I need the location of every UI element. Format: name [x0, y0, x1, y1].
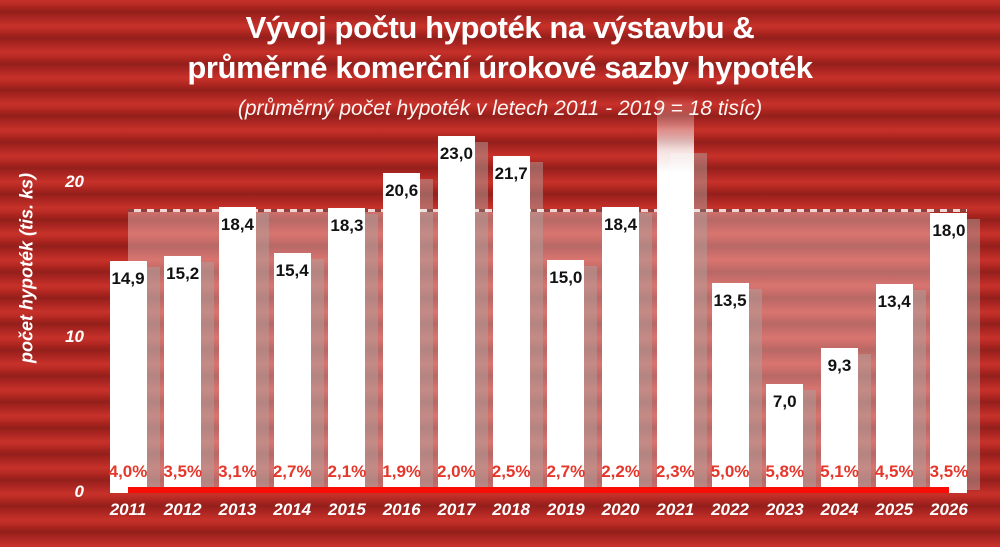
- rate-label-2023: 5,8%: [765, 462, 805, 481]
- bar-2019: [547, 259, 585, 493]
- bar-2022: [711, 282, 749, 493]
- bar-value-2025: 13,4: [877, 292, 911, 312]
- bar-value-2020: 18,4: [604, 214, 638, 234]
- bar-value-2015: 18,3: [330, 216, 364, 236]
- chart-title-line1: Vývoj počtu hypoték na výstavbu &: [245, 10, 755, 45]
- bar-value-2023: 7,0: [772, 391, 797, 411]
- bar-value-2017: 23,0: [439, 143, 473, 163]
- rate-label-2012: 3,5%: [163, 462, 203, 481]
- year-label-2017: 2017: [437, 500, 476, 519]
- year-label-2020: 2020: [601, 500, 640, 519]
- average-dashed-line: [128, 209, 967, 212]
- rate-label-2015: 2,1%: [327, 462, 367, 481]
- rate-label-2026: 3,5%: [929, 462, 969, 481]
- bar-value-2022: 13,5: [713, 290, 747, 310]
- bar-value-2024: 9,3: [827, 355, 852, 375]
- x-axis-line: [128, 487, 949, 493]
- rate-label-2020: 2,2%: [601, 462, 640, 481]
- bar-2011: [109, 261, 147, 493]
- year-label-2025: 2025: [875, 500, 914, 519]
- rate-label-2013: 3,1%: [218, 462, 257, 481]
- bar-2017: [437, 135, 475, 493]
- y-tick-0: 0: [74, 482, 84, 501]
- bar-value-2014: 15,4: [275, 261, 309, 281]
- year-label-2022: 2022: [711, 500, 749, 519]
- year-label-2013: 2013: [218, 500, 257, 519]
- bar-value-2019: 15,0: [549, 267, 583, 287]
- year-label-2014: 2014: [273, 500, 312, 519]
- bar-2023: [766, 383, 804, 493]
- bar-2015: [328, 208, 366, 493]
- rate-label-2011: 4,0%: [108, 462, 148, 481]
- year-label-2012: 2012: [163, 500, 202, 519]
- bar-value-2013: 18,4: [220, 214, 254, 234]
- year-label-2011: 2011: [109, 500, 147, 519]
- bar-value-2026: 18,0: [932, 221, 966, 240]
- rate-label-2016: 1,9%: [382, 462, 422, 481]
- bar-2014: [273, 253, 311, 493]
- bar-value-2018: 21,7: [494, 163, 528, 183]
- y-tick-20: 20: [65, 172, 84, 191]
- rate-label-2017: 2,0%: [437, 462, 476, 481]
- bar-2016: [383, 172, 421, 493]
- y-tick-10: 10: [65, 327, 84, 346]
- bar-value-2016: 20,6: [385, 180, 419, 200]
- rate-label-2019: 2,7%: [546, 462, 586, 481]
- year-label-2015: 2015: [327, 500, 366, 519]
- rate-label-2024: 5,1%: [820, 462, 859, 481]
- y-axis-title: počet hypoték (tis. ks): [16, 172, 37, 364]
- rate-label-2022: 5,0%: [710, 462, 750, 481]
- year-label-2021: 2021: [656, 500, 695, 519]
- bar-2021: [656, 95, 694, 493]
- rate-label-2018: 2,5%: [491, 462, 531, 481]
- bar-2018: [492, 155, 530, 493]
- year-label-2023: 2023: [765, 500, 804, 519]
- rate-label-2014: 2,7%: [272, 462, 312, 481]
- bar-2020: [602, 206, 640, 493]
- rate-label-2025: 4,5%: [874, 462, 914, 481]
- bar-2024: [820, 347, 858, 493]
- year-label-2019: 2019: [546, 500, 585, 519]
- bar-2013: [218, 206, 256, 493]
- bar-value-2011: 14,9: [111, 269, 145, 289]
- year-label-2018: 2018: [492, 500, 531, 519]
- year-label-2026: 2026: [930, 500, 968, 519]
- bar-2026: [930, 213, 968, 493]
- rate-label-2021: 2,3%: [655, 462, 695, 481]
- bar-2012: [164, 256, 202, 493]
- chart-subtitle: (průměrný počet hypoték v letech 2011 - …: [237, 97, 763, 120]
- bar-value-2012: 15,2: [166, 264, 200, 284]
- year-label-2016: 2016: [382, 500, 421, 519]
- chart-title-line2: průměrné komerční úrokové sazby hypoték: [187, 50, 813, 85]
- bar-2025: [875, 284, 913, 493]
- year-label-2024: 2024: [820, 500, 859, 519]
